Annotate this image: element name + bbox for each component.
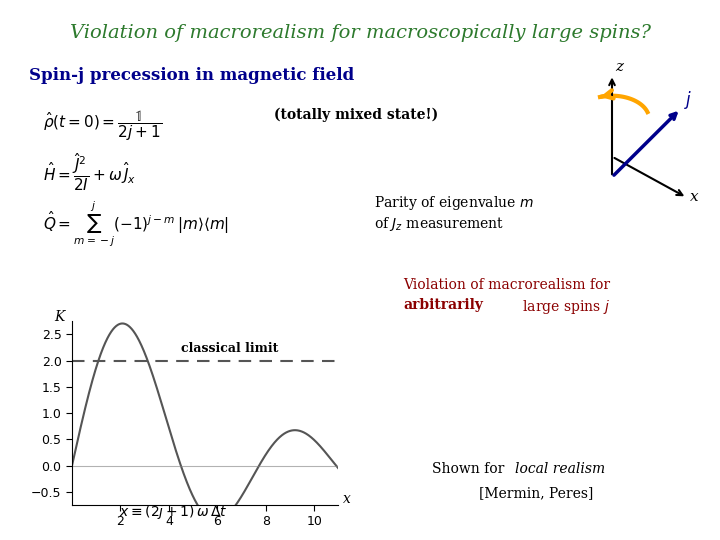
Text: $\hat{H} = \dfrac{\hat{J}^2}{2I} + \omega\,\hat{J}_x$: $\hat{H} = \dfrac{\hat{J}^2}{2I} + \omeg… xyxy=(43,151,137,193)
Text: $x \equiv (2j+1)\,\omega\,\Delta t$: $x \equiv (2j+1)\,\omega\,\Delta t$ xyxy=(119,503,227,521)
Text: Violation of macrorealism for: Violation of macrorealism for xyxy=(403,278,611,292)
Text: Parity of eigenvalue $m$
of $J_z$ measurement: Parity of eigenvalue $m$ of $J_z$ measur… xyxy=(374,194,534,233)
Text: large spins $j$: large spins $j$ xyxy=(518,298,611,316)
Text: local realism: local realism xyxy=(515,462,605,476)
Text: Violation of macrorealism for macroscopically large spins?: Violation of macrorealism for macroscopi… xyxy=(70,24,650,42)
Text: Shown for: Shown for xyxy=(432,462,509,476)
Text: (totally mixed state!): (totally mixed state!) xyxy=(274,108,438,123)
Text: x: x xyxy=(343,492,351,507)
Text: arbitrarily: arbitrarily xyxy=(403,298,483,312)
Text: $\hat{\rho}(t=0) = \dfrac{\mathbb{1}}{2j+1}$: $\hat{\rho}(t=0) = \dfrac{\mathbb{1}}{2j… xyxy=(43,108,162,143)
Text: [Mermin, Peres]: [Mermin, Peres] xyxy=(479,486,593,500)
Text: $\hat{Q} = \sum_{m=-j}^{j} (-1)^{j-m}\,|m\rangle\langle m|$: $\hat{Q} = \sum_{m=-j}^{j} (-1)^{j-m}\,|… xyxy=(43,200,229,249)
Text: z: z xyxy=(615,60,623,74)
Text: x: x xyxy=(690,190,698,204)
Text: $j$: $j$ xyxy=(684,89,692,111)
Text: Spin-j precession in magnetic field: Spin-j precession in magnetic field xyxy=(29,68,354,84)
Text: K: K xyxy=(55,310,65,325)
Text: classical limit: classical limit xyxy=(181,342,279,355)
